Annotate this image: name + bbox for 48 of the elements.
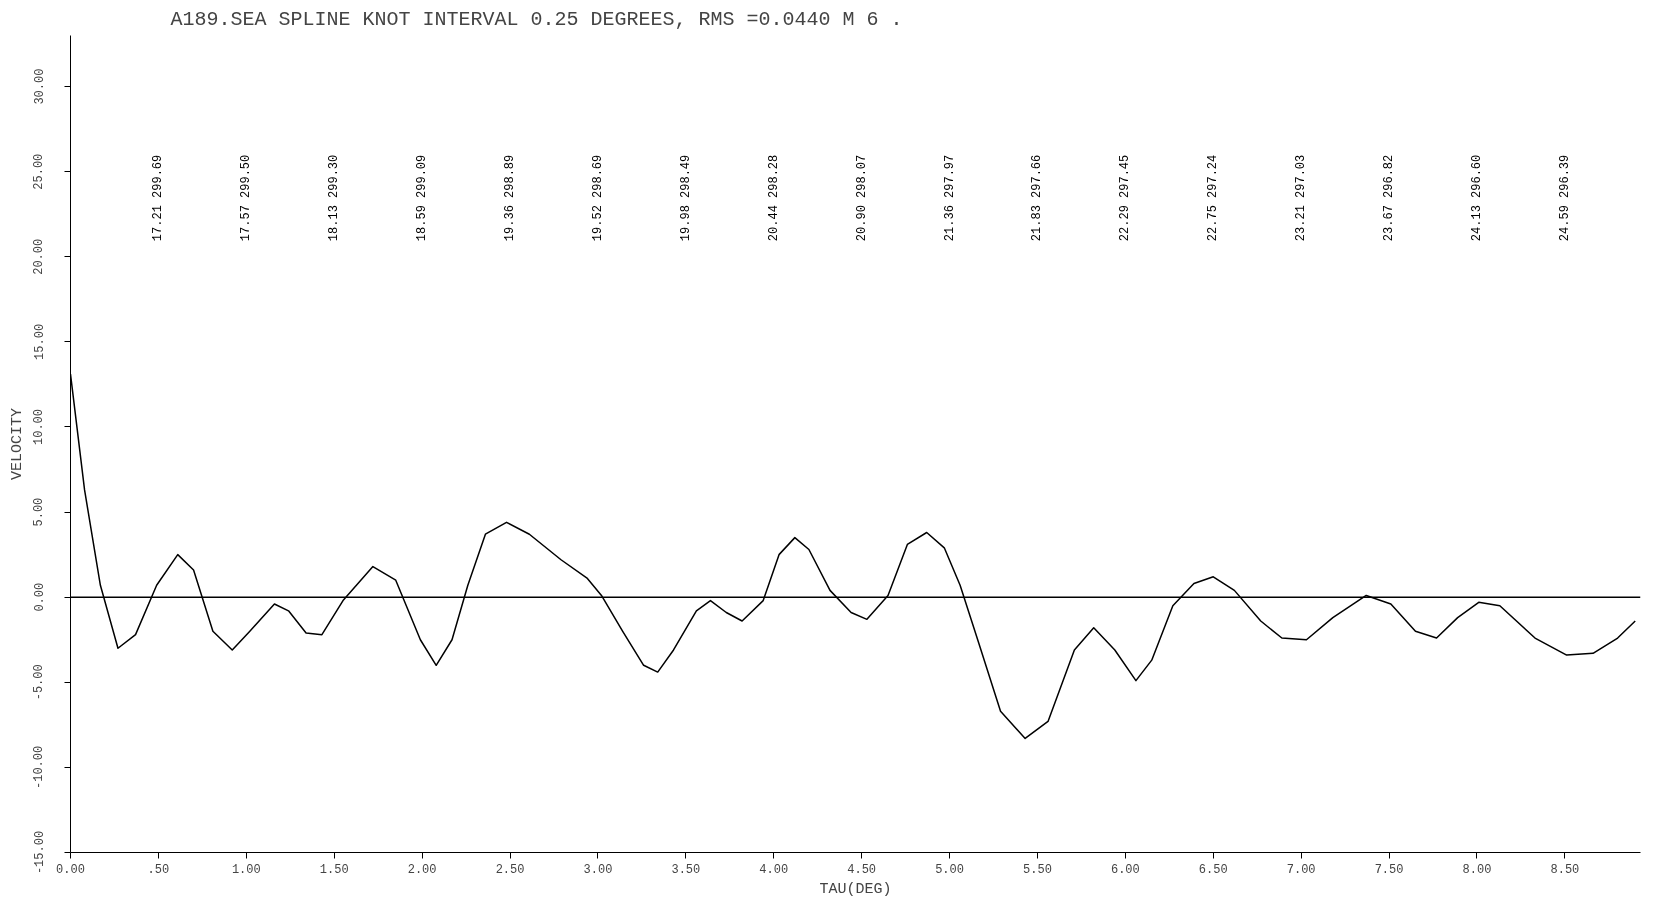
x-axis-title: TAU(DEG) [819, 880, 892, 898]
y-tick-label: -15.00 [32, 830, 47, 875]
y-tick-label: 25.00 [32, 153, 47, 190]
y-tick-label: -10.00 [32, 745, 47, 789]
annotation: 24.59 296.39 [1557, 154, 1572, 242]
x-tick-label: 8.50 [1550, 862, 1580, 877]
x-tick-label: 4.50 [847, 862, 877, 877]
x-tick-label: 7.50 [1374, 862, 1404, 877]
y-tick-label: 0.00 [32, 582, 47, 612]
y-axis-title: VELOCITY [8, 407, 26, 481]
x-tick-label: 3.00 [583, 862, 613, 877]
annotation: 21.83 297.66 [1030, 154, 1045, 242]
x-tick-label: .50 [147, 862, 170, 877]
annotation: 23.21 297.03 [1294, 154, 1309, 242]
y-tick-label: -5.00 [32, 664, 47, 701]
x-tick-label: 2.00 [407, 862, 437, 877]
chart-title: A189.SEA SPLINE KNOT INTERVAL 0.25 DEGREES, RMS =0.0440 M 6 . [170, 7, 903, 31]
y-tick-label: 20.00 [32, 238, 47, 275]
annotation: 23.67 296.82 [1382, 154, 1397, 242]
annotation: 19.52 298.69 [590, 154, 605, 242]
y-tick-label: 30.00 [32, 68, 47, 105]
x-tick-label: 1.00 [231, 862, 261, 877]
annotation: 20.44 298.28 [766, 154, 781, 242]
annotation: 19.98 298.49 [678, 154, 693, 242]
x-tick-label: 5.00 [935, 862, 964, 877]
annotation: 18.13 299.30 [327, 154, 342, 242]
x-tick-label: 3.50 [671, 862, 701, 877]
x-tick-label: 0.00 [56, 862, 85, 877]
annotation: 24.13 296.60 [1469, 154, 1484, 242]
x-tick-label: 2.50 [495, 862, 525, 877]
annotation: 17.57 299.50 [239, 154, 254, 242]
annotation: 18.59 299.09 [415, 154, 430, 242]
x-tick-label: 6.50 [1198, 862, 1228, 877]
x-tick-label: 1.50 [319, 862, 349, 877]
annotation: 21.36 297.97 [942, 154, 957, 242]
annotation: 20.90 298.07 [854, 154, 869, 242]
x-tick-label: 7.00 [1286, 862, 1316, 877]
y-tick-label: 10.00 [32, 408, 47, 445]
x-tick-label: 8.00 [1462, 862, 1492, 877]
annotation: 22.75 297.24 [1206, 154, 1221, 242]
x-tick-label: 4.00 [759, 862, 789, 877]
annotation: 19.36 298.89 [503, 154, 518, 242]
x-tick-label: 5.50 [1023, 862, 1052, 877]
annotation: 22.29 297.45 [1118, 154, 1133, 242]
y-tick-label: 15.00 [32, 323, 47, 360]
y-tick-label: 5.00 [32, 497, 47, 527]
x-tick-label: 6.00 [1110, 862, 1140, 877]
annotation: 17.21 299.69 [151, 154, 166, 242]
